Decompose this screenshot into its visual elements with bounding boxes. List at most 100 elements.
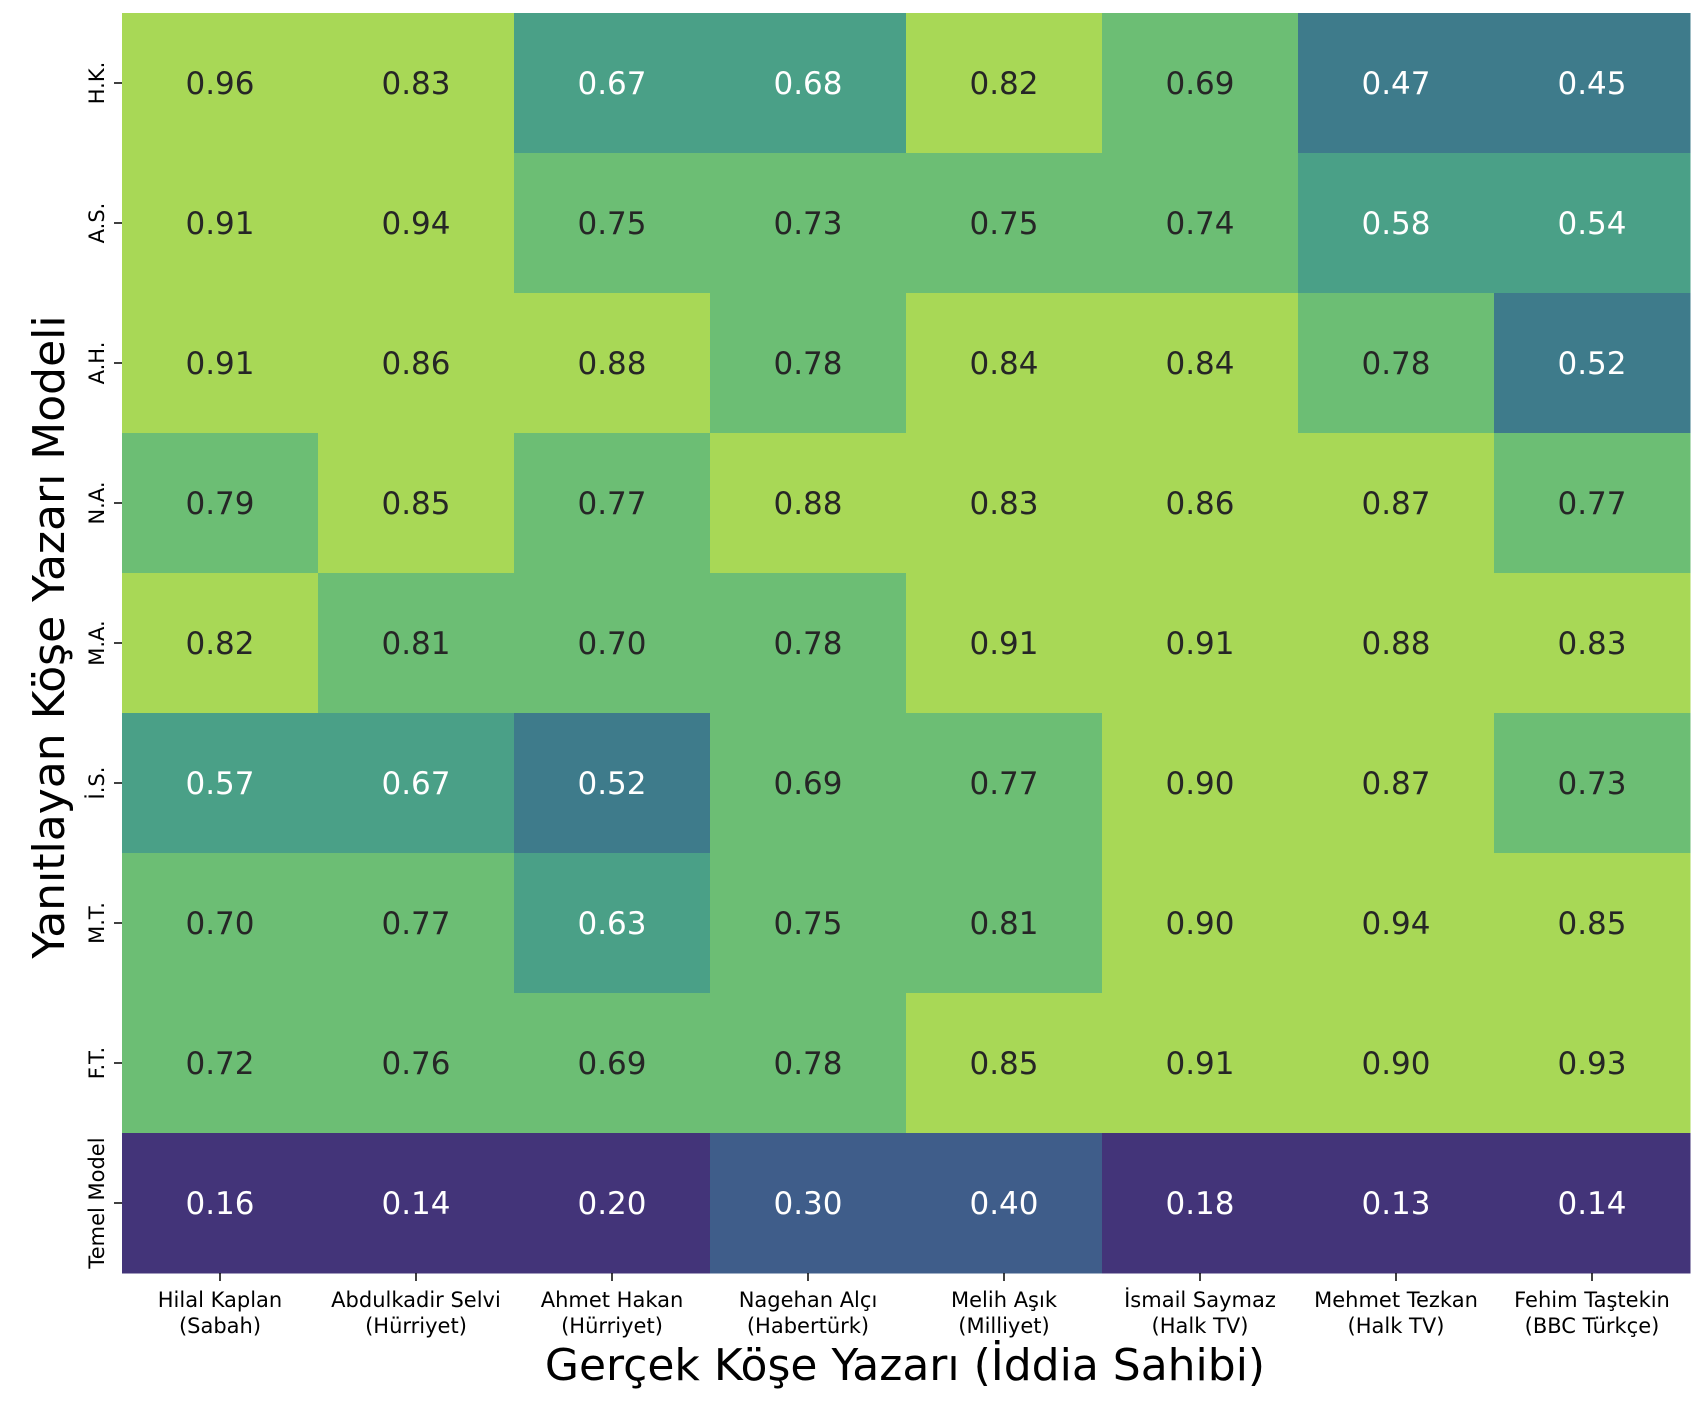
- heatmap-cell: [906, 13, 1103, 154]
- heatmap-cell: [906, 853, 1103, 994]
- cell-value-label: 0.75: [969, 206, 1038, 242]
- cell-value-label: 0.52: [1557, 346, 1626, 382]
- cell-value-label: 0.14: [381, 1186, 450, 1222]
- heatmap-cell: [1102, 993, 1299, 1134]
- heatmap-cell: [710, 433, 907, 574]
- heatmap-cell: [122, 1133, 319, 1274]
- cell-value-label: 0.69: [577, 1046, 646, 1082]
- x-tick-label: Nagehan Alçı: [739, 1288, 878, 1312]
- x-tick-label: İsmail Saymaz: [1124, 1287, 1276, 1312]
- heatmap-cell: [710, 993, 907, 1134]
- cell-value-label: 0.75: [773, 906, 842, 942]
- x-tick-label: (Halk TV): [1152, 1314, 1249, 1338]
- heatmap-cell: [1494, 1133, 1691, 1274]
- cell-value-label: 0.88: [577, 346, 646, 382]
- heatmap-cell: [514, 573, 711, 714]
- heatmap-cell: [906, 1133, 1103, 1274]
- cell-value-label: 0.75: [577, 206, 646, 242]
- cell-value-label: 0.13: [1361, 1186, 1430, 1222]
- x-tick-label: Ahmet Hakan: [541, 1288, 684, 1312]
- heatmap-cell: [514, 153, 711, 294]
- heatmap-cell: [1494, 13, 1691, 154]
- y-tick-label: İ.S.: [84, 767, 109, 800]
- cell-value-label: 0.74: [1165, 206, 1234, 242]
- cell-value-label: 0.87: [1361, 486, 1430, 522]
- heatmap-cell: [1102, 433, 1299, 574]
- heatmap-cell: [514, 293, 711, 434]
- cell-value-label: 0.58: [1361, 206, 1430, 242]
- heatmap-cell: [906, 293, 1103, 434]
- cell-value-label: 0.82: [185, 626, 254, 662]
- y-tick-label: A.S.: [85, 203, 109, 244]
- x-tick-label: Hilal Kaplan: [158, 1288, 282, 1312]
- cell-value-label: 0.94: [1361, 906, 1430, 942]
- cell-value-label: 0.84: [969, 346, 1038, 382]
- y-tick-label: F.T.: [85, 1047, 109, 1079]
- heatmap-cell: [1102, 153, 1299, 294]
- x-tick-label: Abdulkadir Selvi: [331, 1288, 501, 1312]
- cell-value-label: 0.91: [1165, 626, 1234, 662]
- cell-value-label: 0.83: [381, 66, 450, 102]
- heatmap-cell: [318, 13, 515, 154]
- x-tick-label: (Hürriyet): [561, 1314, 663, 1338]
- cell-value-label: 0.88: [1361, 626, 1430, 662]
- heatmap-cell: [1102, 573, 1299, 714]
- heatmap-cell: [318, 1133, 515, 1274]
- cell-value-label: 0.14: [1557, 1186, 1626, 1222]
- cell-value-label: 0.72: [185, 1046, 254, 1082]
- cell-value-label: 0.84: [1165, 346, 1234, 382]
- heatmap-cell: [514, 853, 711, 994]
- cell-value-label: 0.69: [773, 766, 842, 802]
- cell-value-label: 0.40: [969, 1186, 1038, 1222]
- heatmap-cell: [906, 573, 1103, 714]
- cell-value-label: 0.78: [773, 1046, 842, 1082]
- cell-value-labels: 0.96 0.83 0.67 0.68 0.82 0.69 0.47 0.45 0.91 0.94…: [185, 66, 1626, 1222]
- cell-value-label: 0.90: [1361, 1046, 1430, 1082]
- heatmap-cell: [1298, 1133, 1495, 1274]
- heatmap-cell: [1298, 13, 1495, 154]
- cell-value-label: 0.83: [1557, 626, 1626, 662]
- heatmap-cell: [318, 293, 515, 434]
- cell-value-label: 0.68: [773, 66, 842, 102]
- heatmap-cell: [122, 153, 319, 294]
- cell-value-label: 0.85: [1557, 906, 1626, 942]
- heatmap-cell: [1298, 573, 1495, 714]
- heatmap-cell: [1298, 713, 1495, 854]
- heatmap-cell: [318, 993, 515, 1134]
- x-tick-label: (Sabah): [179, 1314, 261, 1338]
- heatmap-cell: [710, 853, 907, 994]
- heatmap-cell: [710, 13, 907, 154]
- cell-value-label: 0.91: [185, 346, 254, 382]
- heatmap-cell: [710, 1133, 907, 1274]
- cell-value-label: 0.45: [1557, 66, 1626, 102]
- cell-value-label: 0.76: [381, 1046, 450, 1082]
- heatmap-cell: [122, 573, 319, 714]
- x-tick-label: (BBC Türkçe): [1525, 1314, 1660, 1338]
- heatmap-cell: [1494, 153, 1691, 294]
- heatmap-cell: [1494, 713, 1691, 854]
- cell-value-label: 0.70: [185, 906, 254, 942]
- cell-value-label: 0.94: [381, 206, 450, 242]
- cell-value-label: 0.91: [1165, 1046, 1234, 1082]
- cell-value-label: 0.85: [381, 486, 450, 522]
- heatmap-cell: [710, 293, 907, 434]
- cell-value-label: 0.93: [1557, 1046, 1626, 1082]
- x-tick-label: Mehmet Tezkan: [1314, 1288, 1478, 1312]
- heatmap-cell: [122, 713, 319, 854]
- cell-value-label: 0.81: [969, 906, 1038, 942]
- x-axis: Hilal Kaplan(Sabah) Abdulkadir Selvi (Hürr…: [158, 1273, 1670, 1338]
- heatmap-cell: [1102, 13, 1299, 154]
- y-axis: H.K. A.S. A.H. N.A. M.A. İ.S. M.T. F.T. Temel Mo…: [84, 62, 122, 1270]
- cell-value-label: 0.73: [773, 206, 842, 242]
- cell-value-label: 0.91: [969, 626, 1038, 662]
- x-tick-label: Fehim Taştekin: [1514, 1288, 1670, 1312]
- cell-value-label: 0.87: [1361, 766, 1430, 802]
- cell-value-label: 0.77: [577, 486, 646, 522]
- cell-value-label: 0.77: [1557, 486, 1626, 522]
- y-tick-label: Temel Model: [85, 1137, 109, 1269]
- cell-value-label: 0.81: [381, 626, 450, 662]
- cell-value-label: 0.96: [185, 66, 254, 102]
- heatmap-cell: [122, 433, 319, 574]
- heatmap-cell: [1102, 293, 1299, 434]
